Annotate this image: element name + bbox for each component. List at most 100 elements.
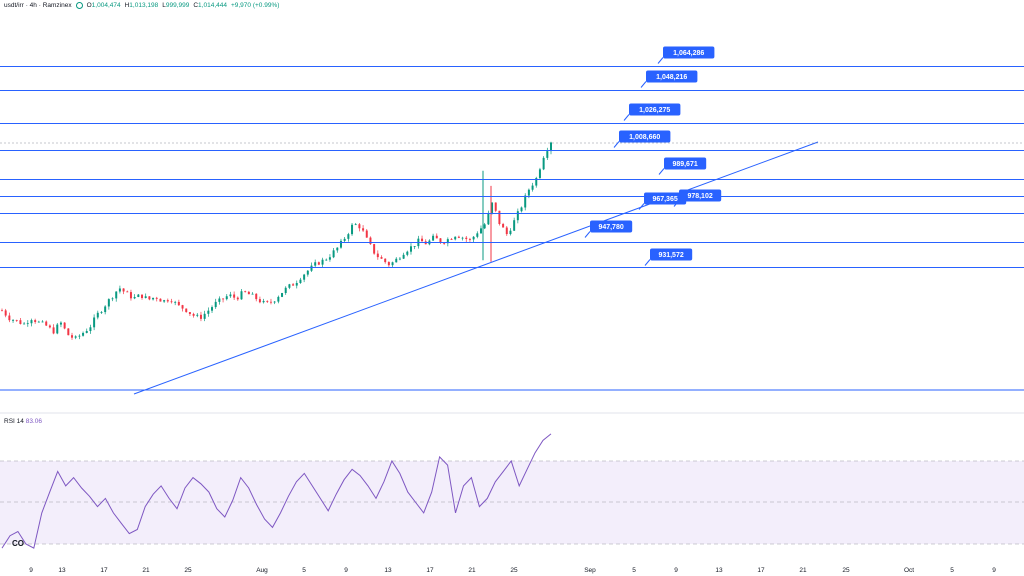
candle-body	[343, 238, 346, 241]
rsi-legend[interactable]: RSI 14 83.06	[4, 418, 42, 425]
time-axis-label: 9	[29, 567, 33, 574]
candle-body	[100, 312, 103, 313]
candle-body	[550, 142, 552, 152]
candle-body	[89, 327, 92, 332]
candle-body	[1, 310, 3, 312]
candle-body	[196, 314, 199, 316]
candle-body	[188, 312, 191, 314]
price-level-label: 1,048,216	[640, 70, 698, 88]
candle-body	[126, 291, 129, 293]
candle-body	[185, 308, 188, 313]
candle-body	[174, 301, 177, 303]
price-level-label: 1,026,275	[623, 103, 681, 121]
candle-body	[402, 254, 405, 259]
candle-body	[26, 323, 29, 325]
price-level-lines[interactable]	[0, 66, 1024, 268]
high-value: 1,013,198	[129, 2, 159, 9]
candle-body	[115, 291, 118, 299]
time-axis-label: 5	[950, 567, 954, 574]
candle-body	[63, 322, 66, 329]
candle-body	[74, 336, 77, 338]
candle-body	[347, 234, 350, 239]
svg-text:1,064,286: 1,064,286	[673, 50, 704, 57]
price-level-label: 1,064,286	[657, 46, 715, 64]
tradingview-logo[interactable]: CO	[12, 539, 24, 548]
candle-body	[37, 321, 40, 323]
price-level-label: 931,572	[644, 248, 693, 266]
candle-body	[421, 238, 424, 242]
candle-body	[509, 230, 512, 235]
candle-body	[48, 325, 51, 328]
price-candles	[1, 141, 552, 340]
candle-body	[450, 239, 453, 240]
candle-body	[435, 235, 438, 239]
candle-body	[122, 288, 125, 292]
svg-text:989,671: 989,671	[672, 161, 697, 168]
candle-body	[439, 238, 442, 243]
candle-body	[104, 306, 107, 313]
open-value: 1,004,474	[91, 2, 121, 9]
time-axis-label: Aug	[256, 567, 268, 574]
candle-body	[362, 228, 365, 231]
candle-body	[516, 211, 519, 221]
candle-body	[207, 310, 210, 314]
candle-body	[332, 250, 335, 258]
candle-body	[483, 224, 486, 229]
candle-body	[531, 185, 534, 190]
candle-body	[258, 299, 261, 303]
candle-body	[111, 298, 114, 300]
candle-body	[12, 319, 15, 321]
time-axis[interactable]: 9 13 17 21 25 Aug 5 9 13 17 21 25 Sep 5 9 13 17 21 25 Oct 5 9	[29, 567, 996, 574]
candle-body	[56, 324, 59, 334]
candle-body	[277, 296, 280, 302]
candle-body	[170, 301, 173, 303]
time-axis-label: 21	[799, 567, 807, 574]
candle-body	[295, 282, 298, 286]
candle-body	[457, 236, 460, 238]
candle-body	[351, 224, 354, 235]
candle-body	[413, 246, 416, 247]
candle-body	[398, 258, 401, 260]
candle-body	[527, 189, 530, 196]
price-level-label: 989,671	[658, 157, 707, 175]
svg-text:1,008,660: 1,008,660	[629, 134, 660, 141]
candle-body	[384, 258, 387, 263]
time-axis-label: 13	[715, 567, 723, 574]
candle-body	[443, 242, 446, 244]
candle-body	[432, 235, 435, 241]
time-axis-label: 13	[58, 567, 66, 574]
candle-body	[177, 301, 180, 306]
candle-body	[406, 251, 409, 255]
candle-body	[494, 202, 497, 211]
svg-text:1,048,216: 1,048,216	[656, 74, 687, 81]
candle-body	[446, 239, 449, 244]
candle-body	[387, 262, 390, 266]
candle-body	[166, 300, 169, 302]
rsi-name: RSI	[4, 418, 15, 425]
candle-body	[141, 294, 144, 298]
candle-body	[247, 291, 250, 295]
candle-body	[468, 239, 471, 240]
candle-body	[118, 288, 121, 292]
change-value: +9,970 (+0.99%)	[230, 2, 280, 9]
trendline[interactable]	[133, 141, 819, 395]
symbol-title[interactable]: usdt/irr · 4h · Ramzinex	[4, 2, 72, 9]
candle-body	[358, 224, 361, 229]
candle-body	[34, 320, 37, 323]
low-value: 999,999	[165, 2, 190, 9]
candle-body	[78, 335, 81, 337]
time-axis-label: 17	[426, 567, 434, 574]
candle-body	[96, 312, 99, 318]
candle-body	[546, 151, 549, 158]
candle-body	[152, 297, 155, 300]
candle-body	[251, 293, 254, 295]
candle-body	[211, 307, 214, 311]
price-level-labels: 1,064,286 1,048,216 1,026,275 1,008,660 989,…	[584, 46, 722, 266]
candle-body	[369, 237, 372, 245]
rsi-length: 14	[16, 418, 24, 425]
price-level-label: 967,365	[638, 192, 687, 210]
candle-body	[339, 240, 342, 248]
candle-body	[30, 320, 33, 324]
candle-body	[373, 244, 376, 254]
